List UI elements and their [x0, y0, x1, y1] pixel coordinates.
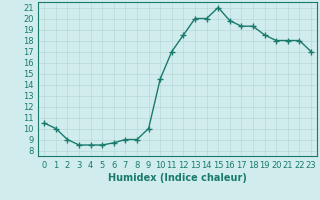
- X-axis label: Humidex (Indice chaleur): Humidex (Indice chaleur): [108, 173, 247, 183]
